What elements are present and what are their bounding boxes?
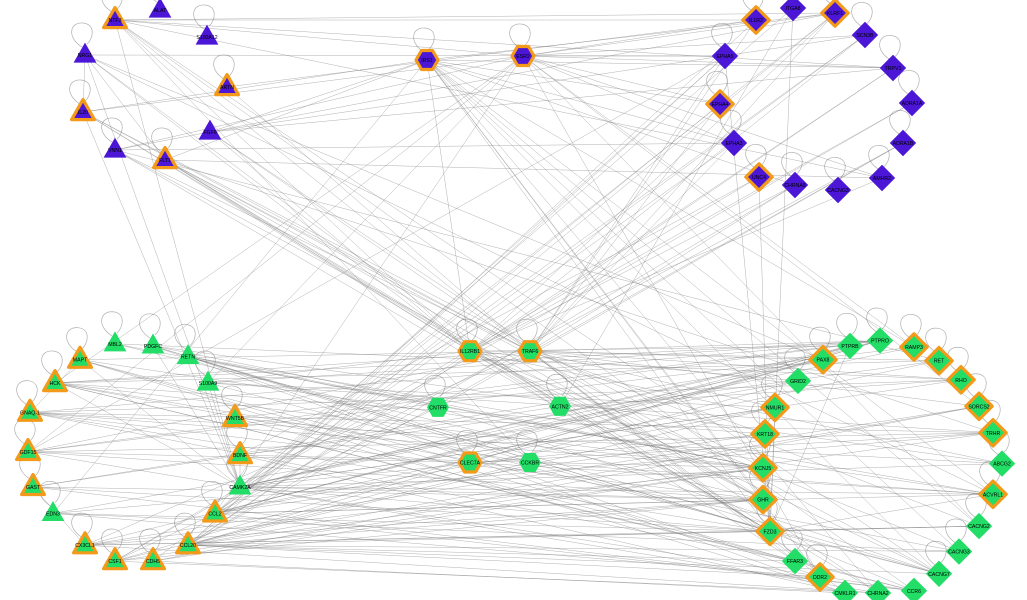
svg-text:IRS1: IRS1 <box>421 58 433 64</box>
svg-text:CNTFR: CNTFR <box>429 405 447 411</box>
svg-text:AMHR2: AMHR2 <box>873 176 891 182</box>
svg-text:IL1R2: IL1R2 <box>749 18 763 24</box>
svg-text:EPHA5: EPHA5 <box>716 54 733 60</box>
svg-text:CHRNA5: CHRNA5 <box>784 183 805 189</box>
svg-text:FFAR3: FFAR3 <box>787 559 803 565</box>
svg-text:TRHR: TRHR <box>986 431 1001 437</box>
svg-text:PTPRB: PTPRB <box>841 344 859 350</box>
svg-text:CDH5: CDH5 <box>146 559 160 565</box>
svg-text:DDR2: DDR2 <box>813 575 827 581</box>
svg-text:VNN1: VNN1 <box>108 148 122 154</box>
svg-text:KRT18: KRT18 <box>757 432 773 438</box>
svg-text:CCL2: CCL2 <box>208 511 221 517</box>
svg-text:EPHA3: EPHA3 <box>725 141 742 147</box>
svg-text:KLRF1: KLRF1 <box>827 11 843 17</box>
svg-text:CSF1: CSF1 <box>108 559 121 565</box>
svg-text:CACNG3: CACNG3 <box>948 550 970 556</box>
svg-text:ADRA1A: ADRA1A <box>902 101 923 107</box>
svg-text:FLT1: FLT1 <box>159 158 171 164</box>
svg-text:IL12RB1: IL12RB1 <box>460 349 480 355</box>
svg-text:GAST: GAST <box>26 485 41 491</box>
svg-text:ABCG2: ABCG2 <box>993 462 1011 468</box>
svg-text:KCNJ5: KCNJ5 <box>755 466 772 472</box>
svg-text:FGF6: FGF6 <box>203 130 216 136</box>
svg-text:CACNG3: CACNG3 <box>827 188 849 194</box>
svg-text:CACNG2: CACNG2 <box>968 524 990 530</box>
svg-text:CCKBR: CCKBR <box>521 461 539 467</box>
svg-text:RETN: RETN <box>181 355 195 361</box>
svg-text:ALAT: ALAT <box>154 8 167 14</box>
svg-text:WNT5B: WNT5B <box>226 416 245 422</box>
svg-text:MBL2: MBL2 <box>108 342 122 348</box>
svg-text:PAX8: PAX8 <box>817 358 830 364</box>
svg-text:ACVRL1: ACVRL1 <box>983 492 1003 498</box>
svg-text:CCL20: CCL20 <box>180 543 196 549</box>
svg-text:SORCS2: SORCS2 <box>968 404 989 410</box>
svg-text:HCK: HCK <box>50 381 61 387</box>
svg-text:PDGFC: PDGFC <box>144 344 162 350</box>
svg-text:IL20: IL20 <box>78 110 88 116</box>
svg-text:SCN3B: SCN3B <box>856 33 874 39</box>
svg-text:ACTN2: ACTN2 <box>551 404 568 410</box>
svg-text:GNAQ-1: GNAQ-1 <box>20 411 40 417</box>
svg-text:ITGA8: ITGA8 <box>786 6 801 12</box>
svg-text:TRAF6: TRAF6 <box>522 349 539 355</box>
svg-text:GDF15: GDF15 <box>20 450 37 456</box>
svg-text:NMUR1: NMUR1 <box>766 405 785 411</box>
svg-text:RET: RET <box>934 359 945 365</box>
svg-text:S100A12: S100A12 <box>196 35 217 41</box>
svg-text:UNC4: UNC4 <box>752 175 766 181</box>
svg-text:RAMP3: RAMP3 <box>905 345 923 351</box>
svg-text:PTPRO: PTPRO <box>871 339 889 345</box>
svg-text:CLEC7A: CLEC7A <box>460 461 481 467</box>
svg-text:CHRNA2: CHRNA2 <box>867 591 888 597</box>
svg-text:NRG1: NRG1 <box>78 53 93 59</box>
svg-text:CAMK2A: CAMK2A <box>229 485 251 491</box>
svg-text:NTF3: NTF3 <box>109 18 122 24</box>
svg-text:CCR6: CCR6 <box>907 589 921 595</box>
svg-text:GHR: GHR <box>757 498 769 504</box>
svg-text:CMKLR1: CMKLR1 <box>834 591 855 597</box>
svg-text:CX3CL1: CX3CL1 <box>75 543 95 549</box>
svg-text:ADRA1B: ADRA1B <box>893 141 914 147</box>
svg-text:FZD3: FZD3 <box>764 529 777 535</box>
svg-text:RHO: RHO <box>955 378 967 384</box>
svg-text:GRID2: GRID2 <box>790 379 806 385</box>
svg-text:BDNF: BDNF <box>233 453 247 459</box>
svg-text:TRPV1: TRPV1 <box>885 66 902 72</box>
svg-text:ARTN: ARTN <box>220 85 234 91</box>
svg-text:S100A9: S100A9 <box>199 381 218 387</box>
svg-text:ESR2: ESR2 <box>516 54 530 60</box>
svg-text:EDN3: EDN3 <box>46 511 60 517</box>
svg-text:MAPT: MAPT <box>73 358 88 364</box>
svg-text:CACNG7: CACNG7 <box>928 572 950 578</box>
svg-text:EPHA4: EPHA4 <box>711 102 728 108</box>
